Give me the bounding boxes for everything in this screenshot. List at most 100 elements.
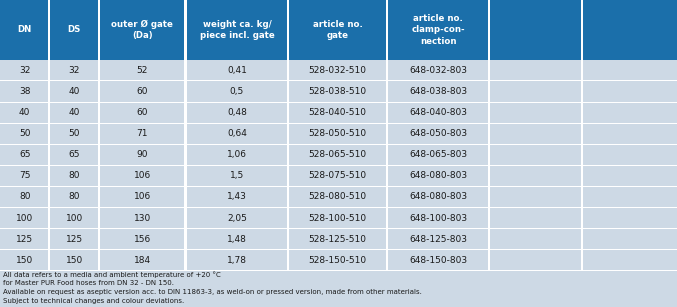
Text: 150: 150: [66, 256, 83, 265]
Text: 90: 90: [137, 150, 148, 159]
Bar: [50, 208, 97, 228]
Text: 40: 40: [19, 108, 30, 117]
Bar: [50, 145, 97, 165]
Bar: [290, 124, 386, 144]
Bar: [491, 166, 582, 186]
Bar: [50, 187, 97, 207]
Bar: [187, 145, 288, 165]
Text: 106: 106: [133, 171, 151, 181]
Text: 156: 156: [133, 235, 151, 244]
Text: 38: 38: [19, 87, 30, 96]
Text: 0,48: 0,48: [227, 108, 247, 117]
Text: 50: 50: [68, 129, 80, 138]
Text: 130: 130: [133, 214, 151, 223]
Bar: [50, 124, 97, 144]
Bar: [584, 124, 677, 144]
Text: 648-065-803: 648-065-803: [409, 150, 467, 159]
Bar: [50, 166, 97, 186]
Text: 528-032-510: 528-032-510: [309, 66, 366, 75]
Text: 1,78: 1,78: [227, 256, 247, 265]
Bar: [491, 103, 582, 123]
Text: weight ca. kg/
piece incl. gate: weight ca. kg/ piece incl. gate: [200, 20, 274, 40]
Text: 1,43: 1,43: [227, 192, 247, 201]
Bar: [491, 81, 582, 102]
Bar: [387, 250, 489, 270]
Text: 100: 100: [66, 214, 83, 223]
Text: 1,5: 1,5: [230, 171, 244, 181]
Text: 60: 60: [137, 87, 148, 96]
Bar: [0, 250, 49, 270]
Bar: [290, 250, 386, 270]
Bar: [387, 81, 489, 102]
Bar: [187, 0, 288, 60]
Bar: [187, 166, 288, 186]
Bar: [50, 81, 97, 102]
Bar: [584, 145, 677, 165]
Bar: [187, 60, 288, 80]
Text: 528-040-510: 528-040-510: [309, 108, 366, 117]
Text: 528-038-510: 528-038-510: [309, 87, 366, 96]
Text: 1,06: 1,06: [227, 150, 247, 159]
Bar: [290, 166, 386, 186]
Bar: [0, 124, 49, 144]
Bar: [290, 81, 386, 102]
Text: 65: 65: [68, 150, 80, 159]
Bar: [187, 81, 288, 102]
Bar: [0, 229, 49, 249]
Bar: [187, 103, 288, 123]
Bar: [0, 166, 49, 186]
Text: 71: 71: [137, 129, 148, 138]
Text: 32: 32: [19, 66, 30, 75]
Bar: [387, 229, 489, 249]
Bar: [100, 124, 184, 144]
Bar: [387, 208, 489, 228]
Text: 65: 65: [19, 150, 30, 159]
Bar: [584, 81, 677, 102]
Text: 100: 100: [16, 214, 33, 223]
Bar: [290, 187, 386, 207]
Bar: [584, 208, 677, 228]
Text: 125: 125: [66, 235, 83, 244]
Bar: [0, 0, 49, 60]
Bar: [0, 60, 49, 80]
Bar: [100, 0, 184, 60]
Bar: [100, 229, 184, 249]
Bar: [100, 103, 184, 123]
Text: 528-100-510: 528-100-510: [309, 214, 366, 223]
Text: All data refers to a media and ambient temperature of +20 °C
for Master PUR Food: All data refers to a media and ambient t…: [3, 271, 422, 304]
Bar: [491, 124, 582, 144]
Bar: [50, 103, 97, 123]
Bar: [0, 208, 49, 228]
Bar: [387, 0, 489, 60]
Text: DN: DN: [18, 25, 32, 34]
Text: 528-065-510: 528-065-510: [309, 150, 366, 159]
Bar: [491, 250, 582, 270]
Bar: [584, 103, 677, 123]
Text: 648-125-803: 648-125-803: [409, 235, 467, 244]
Text: 528-150-510: 528-150-510: [309, 256, 366, 265]
Bar: [491, 0, 582, 60]
Bar: [100, 145, 184, 165]
Bar: [491, 60, 582, 80]
Bar: [0, 81, 49, 102]
Bar: [187, 229, 288, 249]
Bar: [387, 124, 489, 144]
Bar: [50, 250, 97, 270]
Bar: [584, 60, 677, 80]
Bar: [290, 145, 386, 165]
Bar: [491, 208, 582, 228]
Bar: [387, 145, 489, 165]
Text: outer Ø gate
(Da): outer Ø gate (Da): [111, 20, 173, 40]
Text: 0,64: 0,64: [227, 129, 247, 138]
Bar: [584, 166, 677, 186]
Text: 125: 125: [16, 235, 33, 244]
Bar: [100, 208, 184, 228]
Bar: [491, 145, 582, 165]
Text: 648-080-803: 648-080-803: [409, 171, 467, 181]
Bar: [100, 187, 184, 207]
Text: 184: 184: [133, 256, 151, 265]
Text: 52: 52: [137, 66, 148, 75]
Text: DS: DS: [68, 25, 81, 34]
Text: 32: 32: [68, 66, 80, 75]
Text: 648-100-803: 648-100-803: [409, 214, 467, 223]
